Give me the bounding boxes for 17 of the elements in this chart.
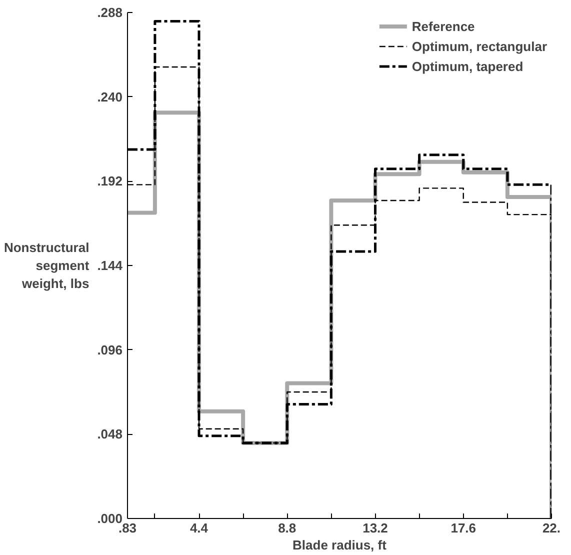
y-tick-label: .048	[97, 426, 123, 442]
y-tick-label: .144	[97, 258, 124, 273]
y-tick-label: .000	[97, 511, 123, 526]
x-tick-label: 17.6	[450, 520, 476, 536]
y-tick-label: .096	[97, 342, 123, 358]
y-axis-title: Nonstructural segment weight, lbs	[4, 240, 90, 291]
x-tick-label: 22.	[542, 520, 561, 536]
x-tick-label: 4.4	[190, 520, 209, 536]
x-tick-label: 13.2	[362, 520, 388, 536]
x-tick-label: 8.8	[278, 520, 296, 536]
x-axis-title: Blade radius, ft	[292, 538, 388, 552]
legend-label: Optimum, tapered	[412, 58, 524, 74]
y-tick-label: .192	[97, 174, 123, 189]
y-tick-label: .240	[97, 89, 123, 104]
y-tick-label: .288	[97, 5, 123, 20]
legend-label: Optimum, rectangular	[412, 38, 547, 54]
legend-label: Reference	[412, 18, 475, 34]
